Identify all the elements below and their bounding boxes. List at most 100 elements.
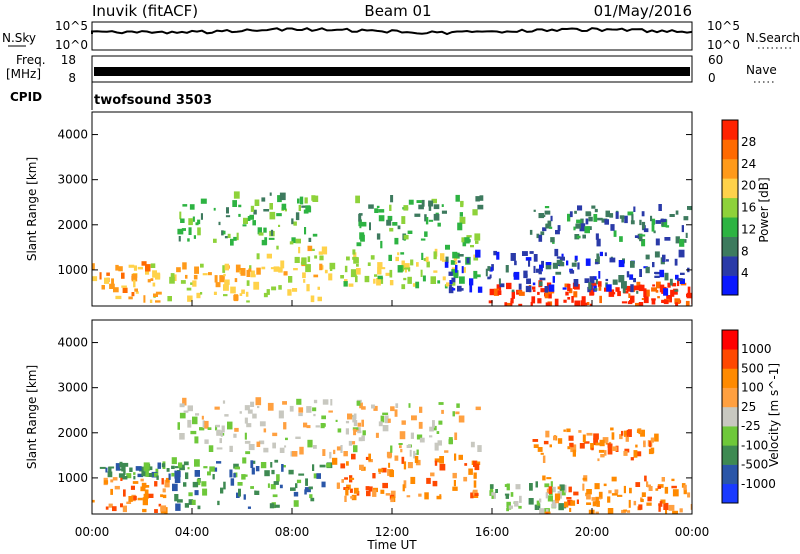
power-cell <box>475 240 479 244</box>
power-cell <box>582 234 586 239</box>
velocity-cell <box>454 432 458 440</box>
velocity-cell <box>627 429 632 437</box>
velocity-cell <box>183 482 187 487</box>
colorbar-swatch <box>722 275 738 296</box>
power-cell <box>101 285 105 290</box>
power-cell <box>113 287 119 293</box>
velocity-cell <box>274 504 280 508</box>
nave-tick-bottom: 0 <box>708 71 716 85</box>
velocity-cell <box>199 427 205 431</box>
power-cell <box>656 281 661 289</box>
power-cell <box>448 286 454 294</box>
power-cell <box>356 268 361 275</box>
velocity-cell <box>452 472 457 479</box>
power-cell <box>348 283 354 287</box>
power-cell <box>420 269 423 277</box>
velocity-cell <box>187 405 193 412</box>
velocity-cell <box>123 489 126 497</box>
velocity-cell <box>313 413 316 417</box>
power-cell <box>227 233 231 238</box>
power-cell <box>605 278 609 282</box>
power-cell <box>457 222 463 231</box>
velocity-cell <box>452 411 455 417</box>
power-cell <box>425 256 429 262</box>
power-cell <box>449 280 453 284</box>
power-cell <box>679 238 685 247</box>
velocity-cell <box>567 446 571 450</box>
velocity-cell <box>473 480 477 488</box>
velocity-cell <box>607 496 611 503</box>
velocity-cell <box>535 481 538 488</box>
velocity-cell <box>296 479 302 484</box>
velocity-cell <box>336 446 341 451</box>
velocity-cell <box>390 406 395 412</box>
velocity-cell <box>638 504 643 510</box>
power-cell <box>133 279 136 288</box>
power-cell <box>548 284 555 292</box>
freq-panel: Freq. [MHz] 18 8 60 0 Nave <box>6 53 777 85</box>
power-cell <box>287 289 292 296</box>
power-cell <box>545 262 552 266</box>
power-cell <box>531 296 536 304</box>
velocity-cell <box>217 500 220 506</box>
x-tick-label: 12:00 <box>375 525 410 539</box>
velocity-cell <box>347 413 353 420</box>
power-cell <box>270 229 274 236</box>
velocity-cell <box>282 401 287 405</box>
power-cell <box>641 211 645 217</box>
colorbar-swatch <box>722 426 738 446</box>
velocity-cell <box>545 509 549 514</box>
power-cell <box>197 227 201 236</box>
velocity-cell <box>567 499 573 506</box>
power-cell <box>677 281 680 287</box>
power-cell <box>597 256 600 264</box>
power-cell <box>552 276 555 283</box>
power-cell <box>555 230 560 235</box>
power-cell <box>149 299 153 303</box>
power-cell <box>654 275 660 278</box>
power-cell <box>283 271 288 276</box>
power-cell <box>545 302 551 306</box>
power-cell <box>276 245 279 250</box>
velocity-cell <box>224 414 229 417</box>
velocity-cell <box>490 484 494 489</box>
velocity-cell <box>365 456 369 460</box>
velocity-cell <box>608 490 612 494</box>
power-cell <box>174 274 177 281</box>
velocity-cell <box>270 484 276 490</box>
velocity-cell <box>349 488 353 493</box>
velocity-cell <box>366 490 371 497</box>
velocity-cell <box>326 463 331 468</box>
power-cell <box>544 290 549 299</box>
power-cell <box>223 230 226 235</box>
power-cell <box>633 206 636 212</box>
velocity-cell <box>491 492 496 499</box>
power-cell <box>225 215 231 218</box>
power-cell <box>675 274 679 280</box>
power-cell <box>404 267 410 270</box>
velocity-cell <box>356 400 361 406</box>
power-cell <box>390 195 394 203</box>
velocity-cell <box>353 413 357 419</box>
velocity-cell <box>394 455 399 461</box>
power-cell <box>525 285 532 293</box>
power-cell <box>594 288 598 291</box>
power-cell <box>368 204 374 209</box>
power-cell <box>346 256 350 261</box>
power-cell <box>232 200 237 207</box>
power-cell <box>537 291 540 295</box>
velocity-cell <box>537 503 541 510</box>
velocity-cell <box>272 432 278 437</box>
power-cell <box>288 276 293 283</box>
power-cell <box>279 192 286 201</box>
power-cell <box>306 284 310 292</box>
power-cell <box>370 255 375 260</box>
power-cell <box>541 260 544 268</box>
power-cell <box>629 274 634 280</box>
colorbar-tick-label: 100 <box>741 381 764 395</box>
power-cell <box>532 282 536 286</box>
power-cell <box>278 267 283 273</box>
velocity-cell <box>635 444 638 448</box>
power-cell <box>659 269 665 278</box>
power-cell <box>528 260 531 267</box>
